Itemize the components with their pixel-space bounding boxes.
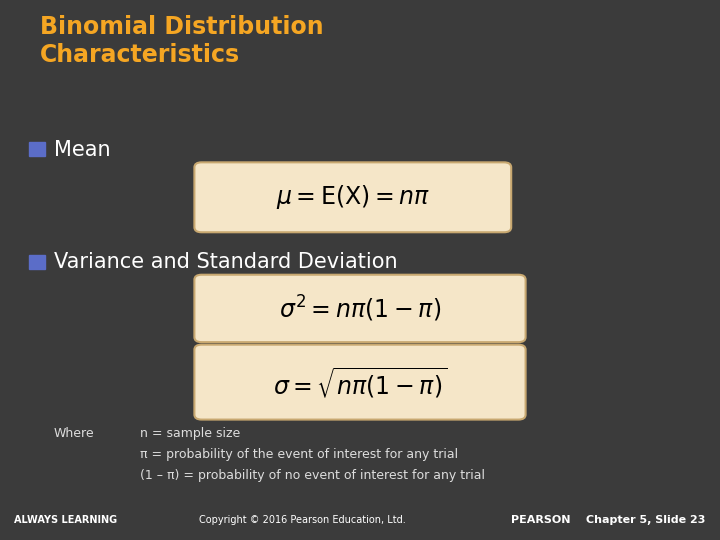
Text: (1 – π) = probability of no event of interest for any trial: (1 – π) = probability of no event of int… [140,469,485,482]
Text: Variance and Standard Deviation: Variance and Standard Deviation [54,252,397,272]
Text: ALWAYS LEARNING: ALWAYS LEARNING [14,515,117,525]
Text: n = sample size: n = sample size [140,427,240,440]
Text: Where: Where [54,427,94,440]
Text: $\sigma = \sqrt{n\pi(1 - \pi)}$: $\sigma = \sqrt{n\pi(1 - \pi)}$ [273,364,447,400]
Bar [29,143,45,157]
Text: Binomial Distribution
Characteristics: Binomial Distribution Characteristics [40,15,323,67]
FancyBboxPatch shape [194,275,526,342]
Text: PEARSON    Chapter 5, Slide 23: PEARSON Chapter 5, Slide 23 [511,515,706,525]
Text: π = probability of the event of interest for any trial: π = probability of the event of interest… [140,448,459,461]
Text: Mean: Mean [54,140,111,160]
Bar [29,255,45,269]
FancyBboxPatch shape [194,345,526,420]
FancyBboxPatch shape [194,163,511,232]
Text: Copyright © 2016 Pearson Education, Ltd.: Copyright © 2016 Pearson Education, Ltd. [199,515,406,525]
Text: $\mu = \mathrm{E(X)} = n\pi$: $\mu = \mathrm{E(X)} = n\pi$ [276,183,430,211]
Text: $\sigma^2 = n\pi(1 - \pi)$: $\sigma^2 = n\pi(1 - \pi)$ [279,293,441,323]
